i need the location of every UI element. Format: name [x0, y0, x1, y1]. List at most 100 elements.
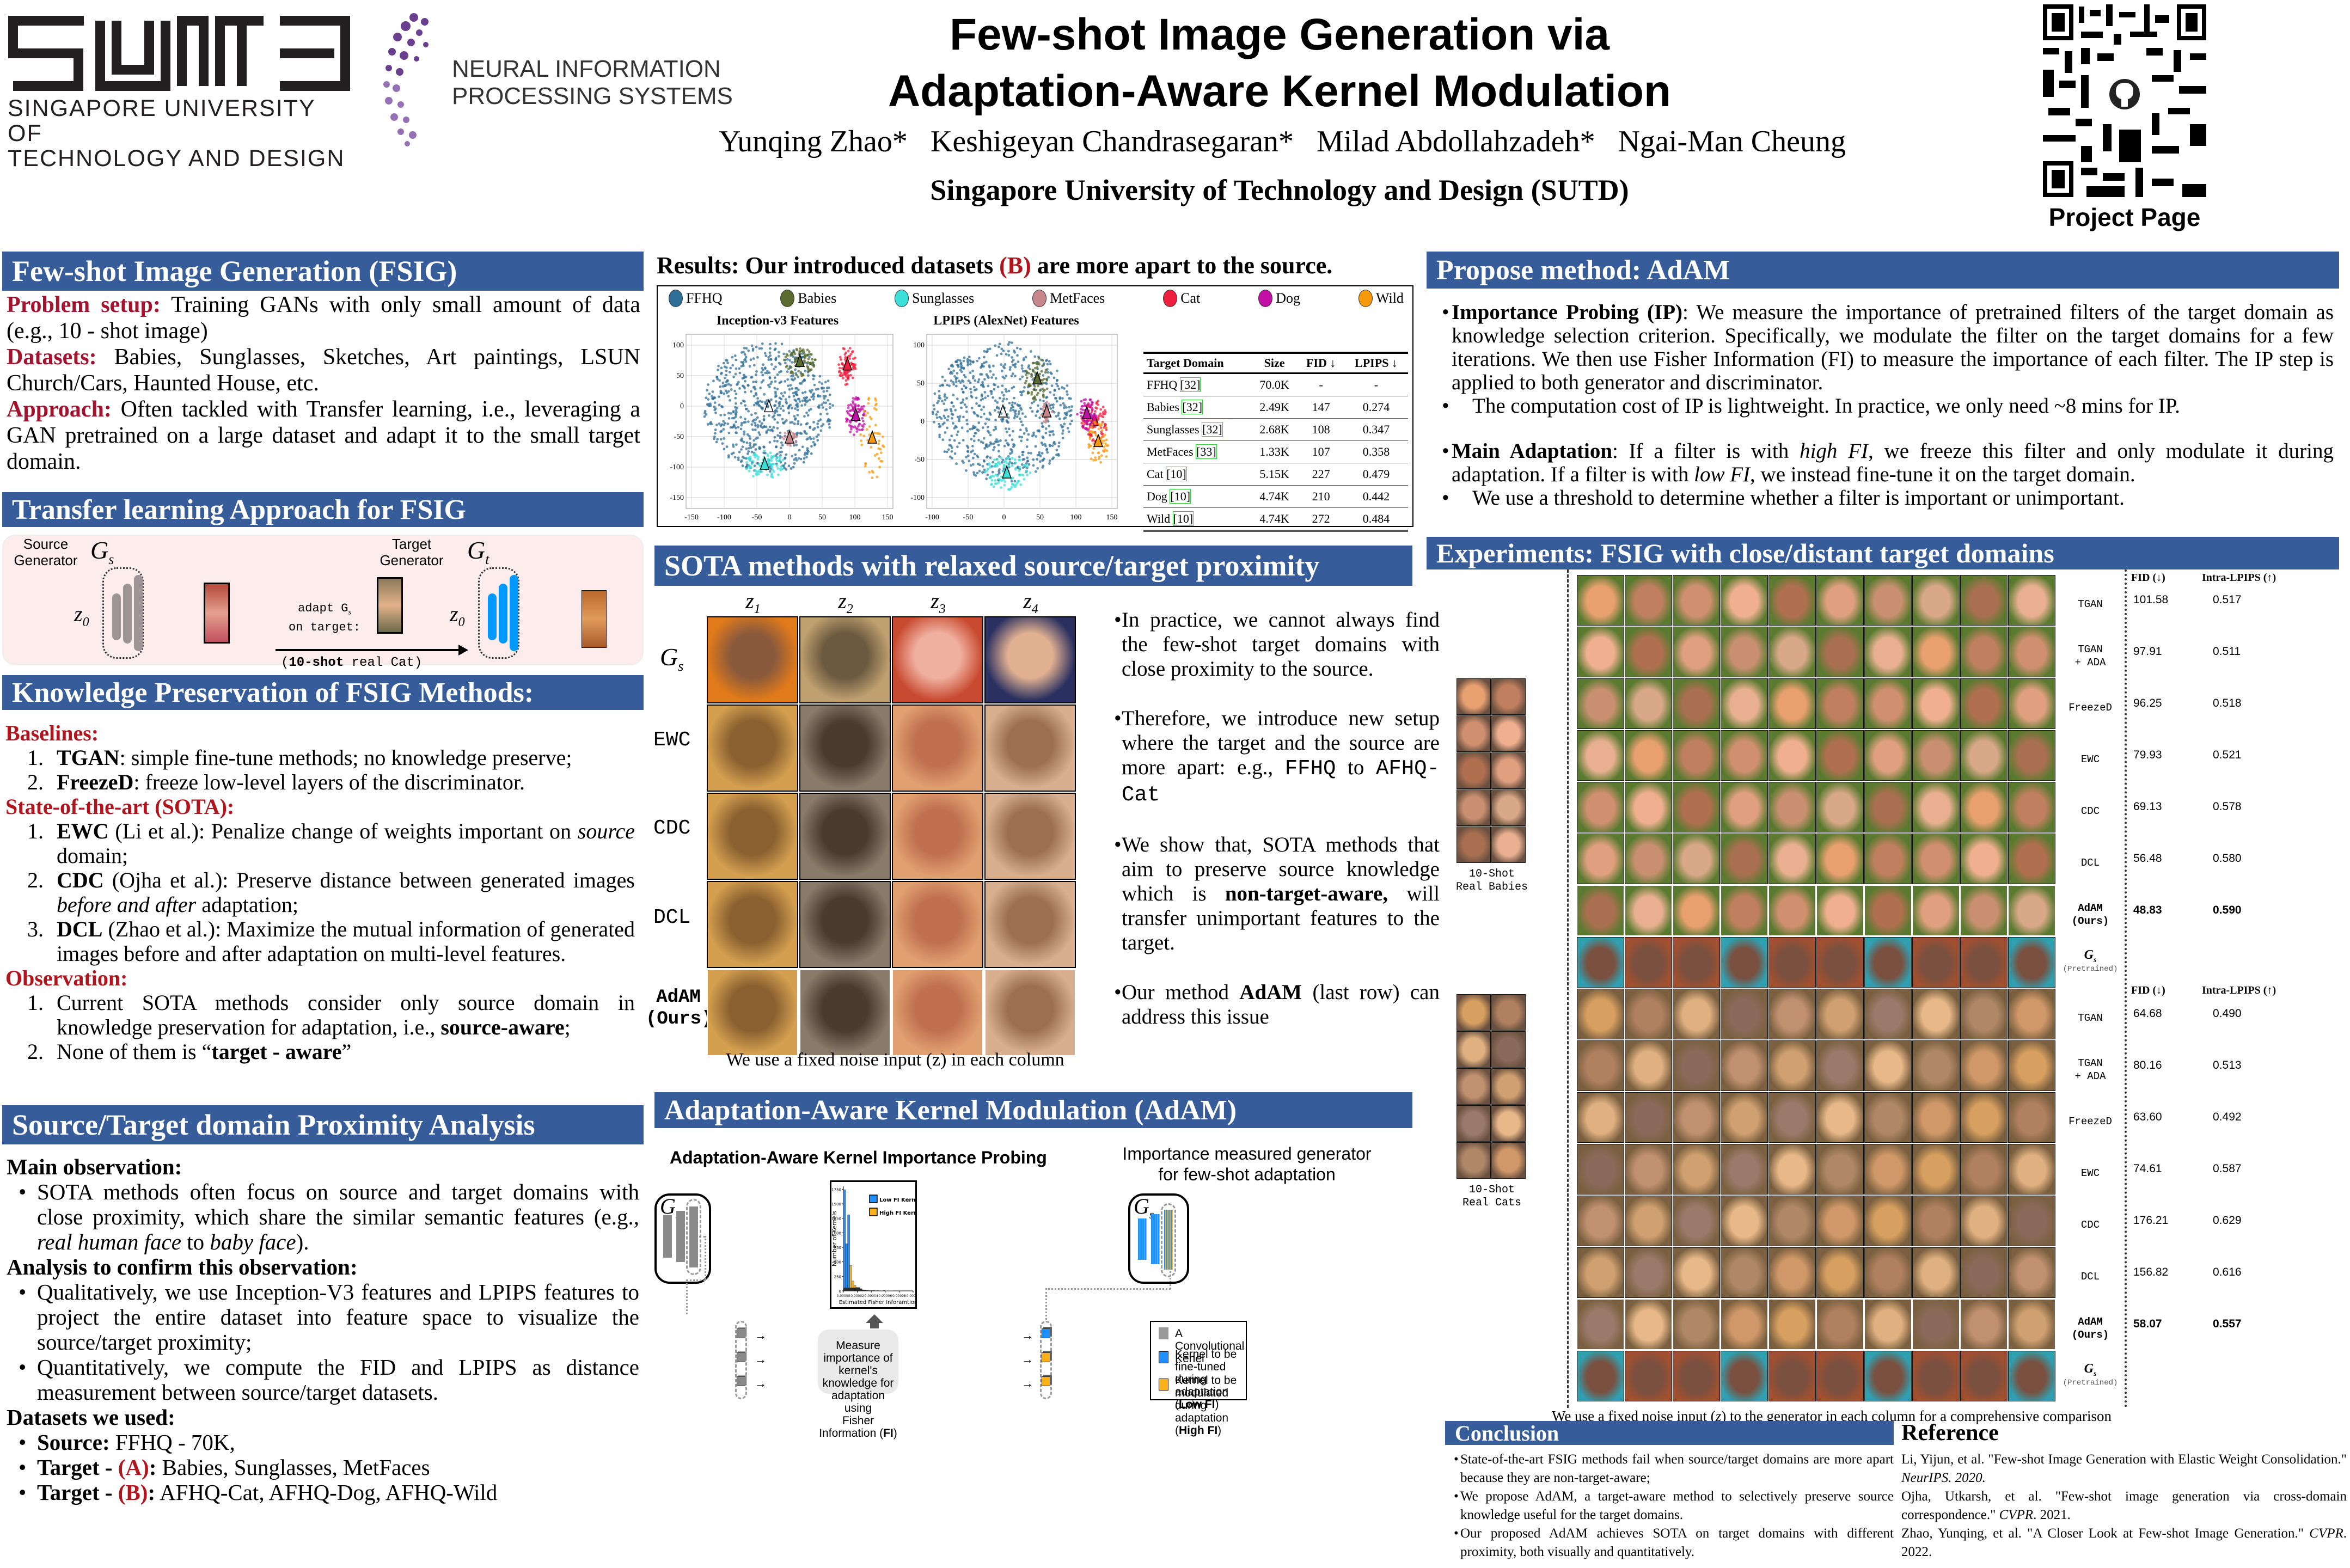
method-ital: before and after	[57, 892, 197, 917]
generated-baby-image	[1960, 885, 2008, 936]
generated-baby-image	[1864, 627, 1912, 677]
scatter-point	[782, 409, 785, 412]
scatter-point	[767, 358, 770, 362]
scatter-point	[809, 353, 812, 356]
scatter-point	[1012, 385, 1015, 389]
scatter-point	[768, 470, 772, 473]
scatter-point	[989, 433, 992, 437]
lpips-value: 0.521	[2213, 749, 2242, 761]
scatter-point	[1104, 442, 1107, 445]
scatter-point	[1023, 432, 1026, 435]
scatter-point	[1052, 433, 1055, 436]
scatter-point	[956, 364, 959, 366]
scatter-point	[791, 407, 793, 409]
approach-label: Approach:	[7, 397, 112, 422]
scatter-point	[1082, 399, 1086, 401]
legend-label: Babies	[798, 290, 837, 306]
y-tick-label: 0	[921, 418, 925, 426]
scatter-point	[1043, 388, 1046, 391]
scatter-point	[827, 419, 830, 422]
scatter-point	[882, 445, 885, 448]
scatter-point	[717, 369, 719, 371]
sota-bullet: Our method AdAM (last row) can address t…	[1102, 980, 1440, 1029]
scatter-point	[744, 407, 748, 411]
fid-value: 176.21	[2133, 1214, 2169, 1227]
scatter-point	[807, 370, 810, 372]
scatter-point	[1007, 389, 1011, 393]
scatter-point	[847, 370, 850, 373]
scatter-point	[797, 370, 800, 372]
row-label-gs: Gs	[660, 642, 683, 675]
scatter-point	[792, 465, 795, 469]
citation-link[interactable]: [33]	[1196, 444, 1217, 459]
scatter-point	[977, 429, 980, 432]
scatter-point	[806, 414, 810, 417]
colon: :	[149, 1455, 157, 1480]
sota-image-grid	[707, 616, 1077, 1056]
cell-size: 4.74K	[1259, 512, 1289, 525]
scatter-point	[774, 404, 777, 407]
citation-link[interactable]: [10]	[1170, 489, 1191, 504]
scatter-point	[852, 367, 855, 371]
scatter-point	[972, 375, 975, 378]
scatter-point	[958, 442, 961, 445]
generated-cat-image	[1721, 1299, 1768, 1350]
problem-setup-label: Problem setup:	[7, 292, 161, 317]
scatter-point	[811, 389, 813, 392]
scatter-point	[752, 357, 755, 360]
scatter-point	[1020, 420, 1023, 424]
scatter-point	[778, 351, 780, 354]
z-label: z3	[892, 588, 984, 616]
real-image	[1456, 994, 1491, 1031]
scatter-point	[804, 370, 807, 372]
observation-item: 1. Current SOTA methods consider only sou…	[5, 990, 635, 1039]
scatter-point	[848, 419, 851, 422]
scatter-point	[746, 384, 750, 387]
histogram-bar	[872, 1290, 875, 1291]
scatter-point	[861, 407, 864, 411]
scatter-point	[1092, 458, 1095, 462]
scatter-point	[723, 362, 725, 365]
item-number: 2.	[27, 1039, 44, 1064]
citation-link[interactable]: [32]	[1179, 377, 1201, 392]
scatter-point	[849, 403, 852, 406]
col-header: LPIPS ↓	[1355, 356, 1398, 370]
scatter-point	[1055, 449, 1058, 451]
scatter-point	[1013, 396, 1015, 400]
scatter-point	[744, 418, 746, 420]
scatter-point	[961, 460, 964, 463]
method-label: DCL	[2056, 856, 2125, 869]
scatter-point	[778, 458, 781, 461]
qr-code[interactable]	[2043, 4, 2206, 197]
generated-cat-image	[1816, 1040, 1864, 1091]
generated-cat-image	[1960, 1299, 2008, 1350]
scatter-point	[1051, 406, 1055, 409]
citation-link[interactable]: [32]	[1182, 400, 1203, 414]
generated-baby-image	[1768, 885, 1816, 936]
scatter-point	[868, 425, 871, 428]
method-cat-image	[799, 793, 891, 880]
scatter-point	[1045, 448, 1049, 451]
citation-link[interactable]: [10]	[1166, 467, 1187, 481]
scatter-point	[994, 344, 997, 347]
project-page-label[interactable]: Project Page	[2048, 203, 2201, 231]
scatter-point	[1003, 483, 1006, 487]
up-arrow-stem	[870, 1323, 879, 1328]
scatter-point	[963, 356, 966, 359]
scatter-point	[846, 418, 849, 421]
pretrained-face-image	[1625, 1351, 1672, 1401]
scatter-point	[766, 406, 769, 409]
scatter-point	[762, 419, 766, 422]
scatter-point	[878, 465, 881, 469]
scatter-point	[988, 347, 992, 351]
fid-value: 74.61	[2133, 1162, 2162, 1175]
citation-link[interactable]: [32]	[1202, 422, 1223, 437]
scatter-point	[1027, 463, 1031, 466]
scatter-point	[1088, 444, 1091, 447]
scatter-point	[705, 396, 708, 400]
citation-link[interactable]: [10]	[1172, 511, 1194, 526]
scatter-point	[995, 438, 998, 441]
scatter-point	[969, 363, 972, 366]
scatter-point	[870, 446, 873, 449]
scatter-point	[1032, 369, 1035, 372]
